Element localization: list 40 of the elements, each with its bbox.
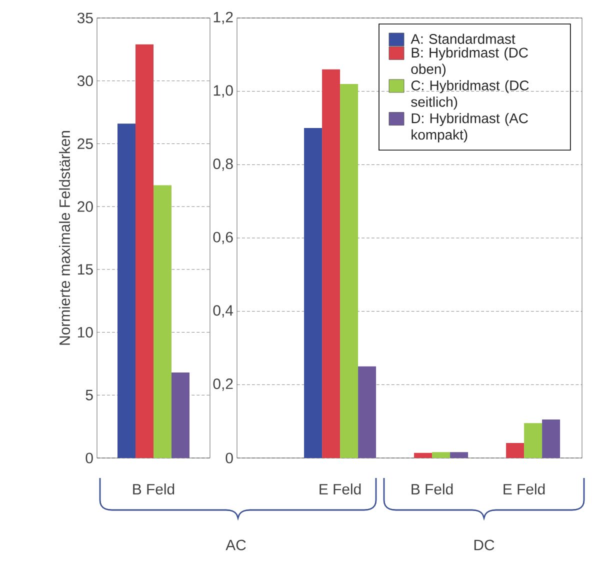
y-tick-label: 0 — [226, 452, 233, 464]
bar — [450, 452, 468, 458]
y-axis-title: Normierte maximale Feldstärken — [59, 131, 70, 345]
x-tick-label: E Feld — [504, 484, 545, 494]
legend-label: A: Standardmast — [410, 34, 516, 44]
bar — [117, 124, 136, 458]
bar — [414, 452, 432, 458]
x-tick-label: E Feld — [320, 484, 361, 494]
x-tick-label: B Feld — [133, 484, 174, 494]
bar — [340, 84, 358, 458]
bar — [304, 128, 322, 458]
bar — [432, 452, 450, 458]
y-tick-label: 5 — [86, 390, 93, 400]
y-tick-label: 0,2 — [213, 378, 233, 391]
x-tick-label: B Feld — [412, 484, 453, 494]
y-tick-label: 20 — [78, 201, 93, 212]
bar — [154, 185, 172, 458]
y-tick-label: 15 — [78, 264, 93, 275]
y-tick-label: 25 — [78, 138, 93, 149]
bar — [135, 44, 154, 458]
y-tick-label: 10 — [78, 326, 93, 338]
y-tick-label: 0 — [86, 452, 93, 464]
legend-label: D: Hybridmast (AC kompakt) — [412, 112, 528, 142]
y-tick-label: 0,6 — [213, 232, 233, 244]
legend-label: B: Hybridmast (DC oben) — [411, 47, 528, 77]
bar — [524, 423, 542, 458]
bar — [322, 69, 340, 458]
bar — [542, 420, 560, 458]
y-tick-label: 35 — [77, 12, 93, 24]
y-tick-label: 30 — [77, 76, 93, 86]
bar — [358, 366, 376, 458]
text: DC — [474, 540, 494, 550]
legend-label: C: Hybridmast (DC seitlich) — [411, 80, 529, 110]
y-tick-label: 1,0 — [214, 85, 233, 98]
y-tick-label: 1,2 — [214, 12, 233, 24]
y-tick-label: 0,4 — [213, 305, 234, 318]
bar — [506, 442, 524, 458]
text: AC — [226, 540, 246, 550]
y-tick-label: 0,8 — [213, 158, 233, 171]
bar — [172, 372, 190, 458]
